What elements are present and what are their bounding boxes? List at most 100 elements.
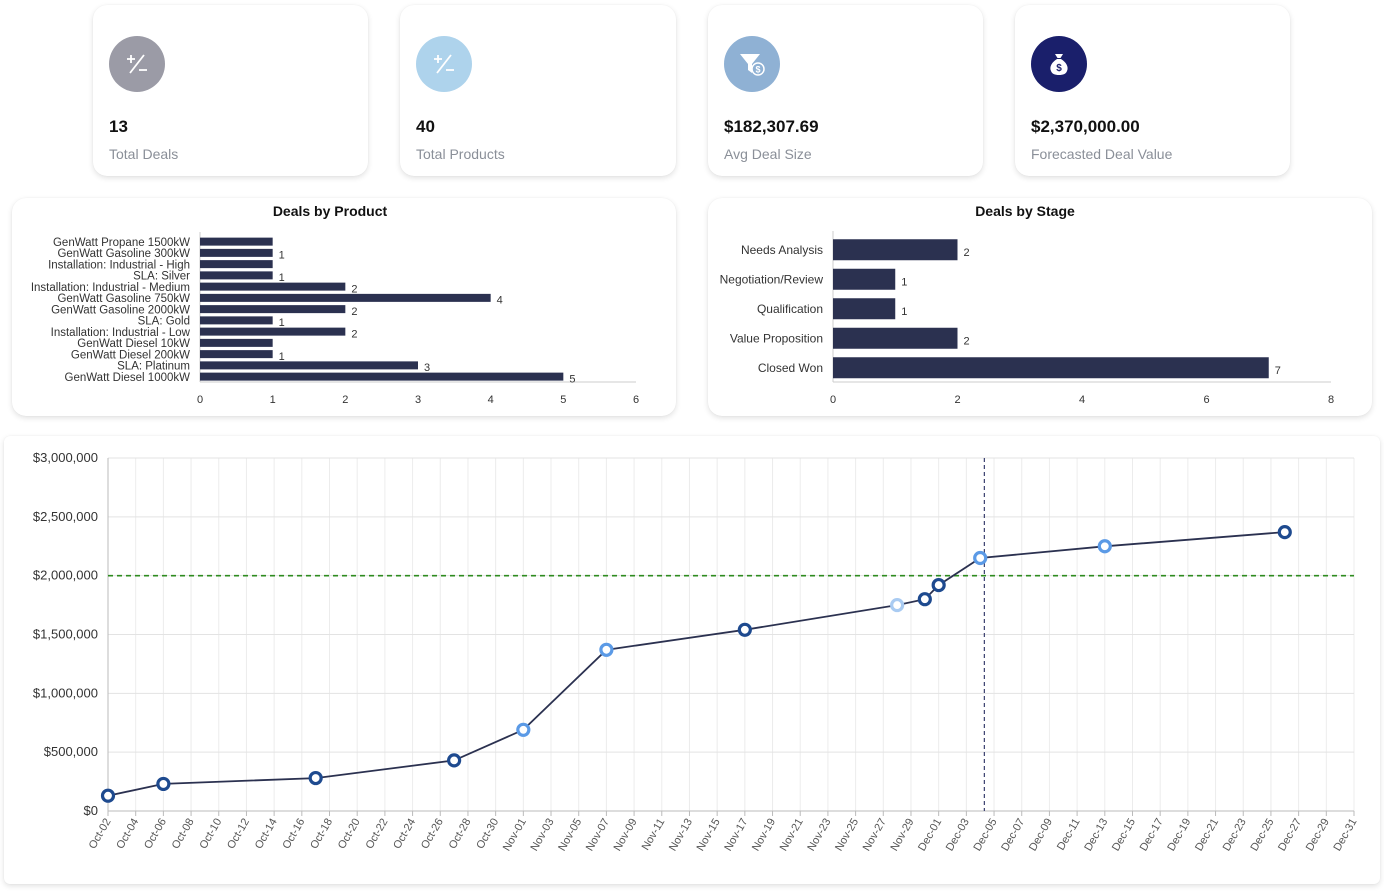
category-label: GenWatt Gasoline 2000kW bbox=[51, 304, 190, 316]
x-tick-label: Oct-28 bbox=[447, 817, 474, 852]
y-tick-label: $0 bbox=[84, 803, 98, 818]
category-label: GenWatt Propane 1500kW bbox=[53, 237, 190, 249]
x-tick-label: 2 bbox=[954, 394, 960, 406]
x-tick-label: Dec-21 bbox=[1193, 817, 1221, 854]
x-tick-label: Dec-15 bbox=[1110, 817, 1138, 854]
x-tick-label: Oct-06 bbox=[142, 817, 169, 852]
x-tick-label: Dec-01 bbox=[916, 817, 944, 854]
category-label: SLA: Gold bbox=[138, 316, 190, 328]
data-label: 5 bbox=[569, 373, 575, 385]
kpi-label: Total Deals bbox=[109, 146, 179, 162]
x-tick-label: Dec-27 bbox=[1276, 817, 1304, 854]
category-label: Qualification bbox=[757, 302, 823, 316]
x-tick-label: Oct-30 bbox=[474, 817, 501, 852]
x-tick-label: Dec-29 bbox=[1304, 817, 1332, 854]
data-label: 2 bbox=[964, 335, 970, 347]
data-label: 1 bbox=[901, 306, 907, 318]
kpi-label: Total Products bbox=[416, 146, 505, 162]
data-point bbox=[156, 776, 171, 792]
category-label: GenWatt Diesel 10kW bbox=[77, 338, 190, 350]
x-tick-label: Nov-03 bbox=[528, 817, 556, 854]
forecast-line-chart-card: $3,000,000 $2,500,000 $2,000,000 $1,500,000… bbox=[4, 436, 1380, 884]
x-tick-label: Dec-09 bbox=[1027, 817, 1055, 854]
category-label: GenWatt Gasoline 300kW bbox=[57, 248, 190, 260]
data-label: 1 bbox=[279, 250, 285, 262]
x-tick-label: 0 bbox=[830, 394, 836, 406]
data-label: 7 bbox=[1275, 365, 1281, 377]
kpi-label: Avg Deal Size bbox=[724, 146, 812, 162]
y-tick-label: $2,000,000 bbox=[33, 568, 98, 583]
x-tick-label: Oct-26 bbox=[419, 817, 446, 852]
x-tick-label: Nov-29 bbox=[888, 817, 916, 854]
x-tick-label: Dec-23 bbox=[1221, 817, 1249, 854]
x-tick-label: 1 bbox=[270, 394, 276, 406]
data-point bbox=[1277, 525, 1292, 540]
x-tick-label: 3 bbox=[415, 394, 421, 406]
x-tick-label: Oct-16 bbox=[281, 817, 308, 852]
x-tick-label: Nov-27 bbox=[861, 817, 889, 854]
x-tick-label: Oct-14 bbox=[253, 817, 280, 852]
data-label: 2 bbox=[351, 306, 357, 318]
bar bbox=[833, 357, 1269, 379]
data-point bbox=[516, 722, 531, 737]
chart-title: Deals by Stage bbox=[975, 203, 1075, 219]
x-tick-label: 5 bbox=[560, 394, 566, 406]
y-tick-label: $1,000,000 bbox=[33, 685, 98, 700]
x-tick-label: Oct-08 bbox=[170, 817, 197, 852]
data-label: 1 bbox=[279, 272, 285, 284]
kpi-value: $182,307.69 bbox=[724, 117, 819, 136]
x-tick-label: Nov-21 bbox=[778, 817, 806, 854]
data-label: 1 bbox=[901, 276, 907, 288]
kpi-card-total-deals: 13 Total Deals bbox=[93, 5, 368, 176]
kpi-value: $2,370,000.00 bbox=[1031, 117, 1140, 136]
x-tick-label: Dec-19 bbox=[1165, 817, 1193, 854]
bar bbox=[833, 327, 958, 349]
category-label: SLA: Silver bbox=[133, 271, 190, 283]
plus-minus-icon bbox=[109, 36, 165, 92]
bar bbox=[833, 239, 958, 261]
bar bbox=[200, 327, 346, 336]
bar bbox=[200, 293, 491, 302]
x-tick-label: Nov-25 bbox=[833, 817, 861, 854]
x-tick-label: Nov-13 bbox=[667, 817, 695, 854]
x-tick-label: Nov-07 bbox=[584, 817, 612, 854]
x-tick-label: Oct-04 bbox=[114, 817, 141, 852]
x-tick-label: Nov-19 bbox=[750, 817, 778, 854]
category-label: Value Proposition bbox=[730, 332, 823, 346]
x-tick-label: Nov-23 bbox=[805, 817, 833, 854]
data-point bbox=[917, 592, 932, 607]
bar bbox=[200, 316, 273, 325]
bar bbox=[833, 298, 896, 320]
category-label: Installation: Industrial - High bbox=[48, 259, 190, 271]
x-tick-label: Dec-03 bbox=[944, 817, 972, 854]
category-label: Installation: Industrial - Medium bbox=[31, 282, 190, 294]
x-tick-label: Dec-17 bbox=[1138, 817, 1166, 854]
kpi-value: 13 bbox=[109, 117, 128, 136]
bar bbox=[200, 271, 273, 280]
y-tick-label: $2,500,000 bbox=[33, 509, 98, 524]
x-tick-label: Dec-05 bbox=[972, 817, 1000, 854]
kpi-label: Forecasted Deal Value bbox=[1031, 146, 1173, 162]
data-point bbox=[447, 753, 462, 768]
data-point bbox=[308, 770, 323, 786]
data-point bbox=[890, 597, 905, 613]
x-tick-label: Oct-18 bbox=[308, 817, 335, 852]
x-tick-label: 4 bbox=[1079, 394, 1085, 406]
x-tick-label: Oct-24 bbox=[391, 817, 418, 852]
data-point bbox=[973, 550, 988, 566]
bar bbox=[200, 248, 273, 257]
bar bbox=[200, 282, 346, 291]
data-point bbox=[1097, 539, 1112, 554]
plus-minus-icon bbox=[416, 36, 472, 92]
x-tick-label: Nov-01 bbox=[501, 817, 529, 854]
data-point bbox=[737, 622, 752, 637]
bar bbox=[200, 350, 273, 359]
x-tick-label: 0 bbox=[197, 394, 203, 406]
bar bbox=[833, 268, 896, 290]
category-label: Installation: Industrial - Low bbox=[51, 327, 191, 339]
x-tick-label: Dec-25 bbox=[1248, 817, 1276, 854]
chart-title: Deals by Product bbox=[273, 203, 388, 219]
x-tick-label: 6 bbox=[633, 394, 639, 406]
bar bbox=[200, 237, 273, 246]
bar bbox=[200, 305, 346, 314]
